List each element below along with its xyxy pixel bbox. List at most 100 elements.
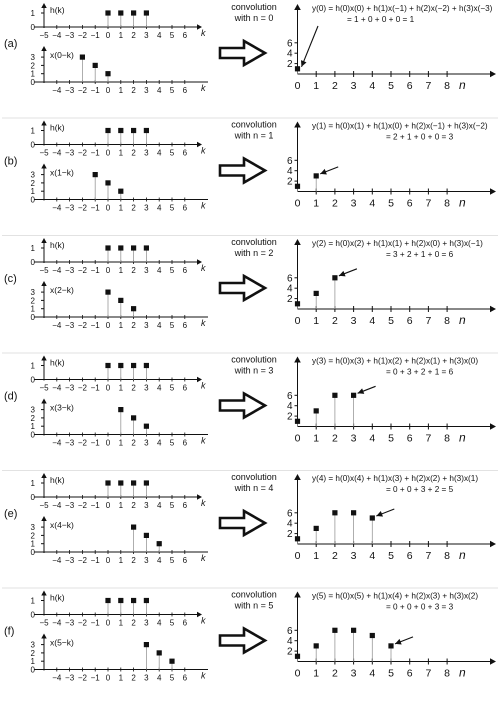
- h-k-tick-label: 2: [131, 501, 136, 510]
- convolution-label: convolution: [231, 590, 277, 600]
- x-k-tick-label: 1: [119, 439, 124, 448]
- x-k-tick-label: 0: [106, 439, 111, 448]
- x-k-tick-label: 1: [119, 321, 124, 330]
- h-k-axis-arrow: [197, 611, 202, 618]
- equation-line2: = 0 + 3 + 2 + 1 = 6: [386, 368, 454, 377]
- h-k-tick-label: −1: [91, 501, 101, 510]
- y-n-axis-label: n: [459, 78, 466, 92]
- x-ytick-label: 2: [31, 296, 36, 305]
- y-n-tick-label: 0: [295, 433, 301, 445]
- y-marker: [313, 643, 319, 649]
- h-k-axis-label: k: [201, 616, 206, 626]
- h-k-tick-label: 4: [157, 384, 162, 393]
- y-n-tick-label: 3: [351, 315, 357, 327]
- x-k-axis-label: k: [201, 436, 206, 446]
- y-n-axis-label: n: [459, 313, 466, 327]
- x-marker: [118, 407, 124, 413]
- x-k-tick-label: 2: [131, 204, 136, 213]
- y-ytick-label: 6: [287, 156, 293, 167]
- convolution-arrow: [218, 391, 268, 420]
- y-ytick-label: 2: [287, 647, 293, 658]
- x-ytick-label: 2: [31, 531, 36, 540]
- y-n-tick-label: 4: [369, 433, 375, 445]
- h-ytick-label: 0: [31, 141, 36, 150]
- panel-label: (c): [4, 273, 17, 285]
- x-k-tick-label: 0: [106, 86, 111, 95]
- x-marker: [118, 188, 124, 194]
- x-k-tick-label: 5: [170, 556, 175, 565]
- pointer-arrowhead: [376, 511, 383, 517]
- h-k-tick-label: −2: [78, 501, 88, 510]
- y-n-axis-label: n: [459, 431, 466, 445]
- h-k-tick-label: −1: [91, 619, 101, 628]
- h-k-tick-label: −4: [52, 619, 62, 628]
- y-n-axis-arrow: [490, 423, 496, 430]
- y-n-tick-label: 5: [388, 315, 394, 327]
- h-k-tick-label: −3: [65, 266, 75, 275]
- y-n-tick-label: 1: [313, 668, 319, 680]
- x-value-axis-arrow: [41, 281, 47, 286]
- y-n-tick-label: 6: [407, 315, 413, 327]
- h-k-tick-label: −4: [52, 149, 62, 158]
- y-n-axis-arrow: [490, 70, 496, 78]
- y-n-tick-label: 7: [425, 550, 431, 562]
- h-k-tick-label: 4: [157, 31, 162, 40]
- h-ytick-label: 0: [31, 376, 36, 385]
- convolution-n-label: with n = 2: [234, 248, 274, 258]
- h-ytick-label: 1: [31, 362, 36, 371]
- h-k-axis-arrow: [197, 376, 202, 383]
- y-ytick-label: 4: [287, 636, 293, 647]
- x-k-axis-label: k: [201, 201, 206, 211]
- y-n-tick-label: 0: [295, 668, 301, 680]
- pointer-arrowhead: [300, 60, 307, 67]
- equation-line1: y(0) = h(0)x(0) + h(1)x(−1) + h(2)x(−2) …: [312, 4, 493, 13]
- x-k-tick-label: 4: [157, 674, 162, 683]
- x-k-tick-label: 5: [170, 204, 175, 213]
- h-k-tick-label: 3: [144, 619, 149, 628]
- y-n-tick-label: 6: [407, 80, 413, 92]
- equation-line1: y(3) = h(0)x(3) + h(1)x(2) + h(2)x(1) + …: [312, 357, 478, 366]
- h-k-tick-label: −2: [78, 266, 88, 275]
- y-n-tick-label: 2: [332, 550, 338, 562]
- h-k-tick-label: 0: [106, 149, 111, 158]
- y-n-tick-label: 8: [444, 198, 450, 210]
- x-ytick-label: 0: [31, 313, 36, 322]
- x-ytick-label: 2: [31, 414, 36, 423]
- pointer-arrowhead: [357, 388, 365, 394]
- x-ytick-label: 3: [31, 171, 36, 180]
- y-value-axis-arrow: [294, 591, 301, 598]
- x-k-tick-label: 1: [119, 674, 124, 683]
- h-marker: [105, 10, 111, 16]
- h-k-tick-label: −4: [52, 31, 62, 40]
- y-n-axis-arrow: [490, 305, 496, 313]
- x-k-tick-label: 6: [183, 674, 188, 683]
- h-k-axis-label: k: [201, 381, 206, 391]
- x-k-tick-label: 5: [170, 674, 175, 683]
- x-marker: [169, 658, 175, 664]
- x-k-tick-label: 2: [131, 86, 136, 95]
- h-marker: [143, 597, 149, 604]
- equation-line1: y(1) = h(0)x(1) + h(1)x(0) + h(2)x(−1) +…: [312, 122, 488, 131]
- y-marker: [369, 632, 375, 639]
- panel-label: (f): [4, 626, 14, 638]
- y-n-tick-label: 4: [369, 550, 375, 562]
- x-k-tick-label: 0: [106, 556, 111, 565]
- y-n-tick-label: 1: [313, 80, 319, 92]
- h-k-tick-label: −3: [65, 619, 75, 628]
- x-ytick-label: 3: [31, 53, 36, 62]
- y-n-tick-label: 1: [313, 198, 319, 210]
- x-ytick-label: 1: [31, 422, 36, 431]
- h-k-tick-label: 2: [131, 384, 136, 393]
- y-n-tick-label: 6: [407, 668, 413, 680]
- y-marker: [369, 515, 375, 521]
- y-n-tick-label: 0: [295, 80, 301, 92]
- y-n-axis-label: n: [459, 196, 466, 210]
- convolution-n-label: with n = 3: [234, 366, 274, 376]
- h-k-tick-label: −5: [39, 501, 49, 510]
- y-n-tick-label: 3: [351, 80, 357, 92]
- convolution-label: convolution: [231, 237, 277, 247]
- x-k-tick-label: 3: [144, 321, 149, 330]
